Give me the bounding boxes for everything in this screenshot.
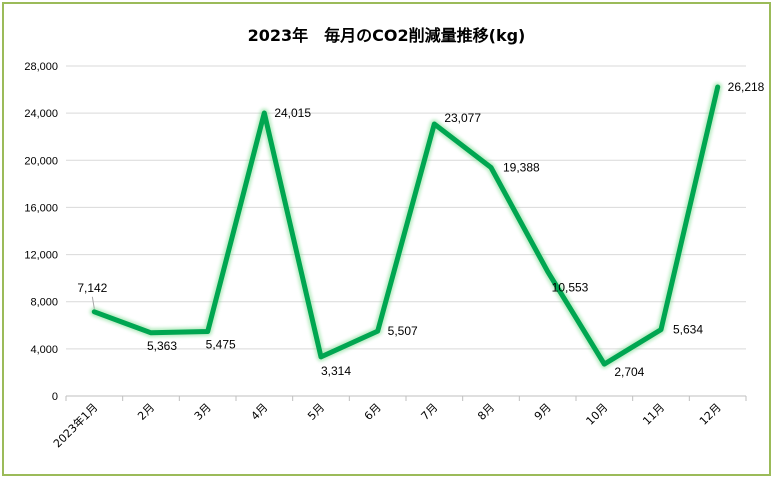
data-label: 5,475 — [206, 337, 236, 351]
x-tick-label: 9月 — [532, 401, 554, 423]
data-label: 5,363 — [147, 339, 177, 353]
y-tick-label: 12,000 — [24, 250, 58, 262]
data-point — [262, 110, 267, 116]
x-tick-label: 6月 — [362, 401, 384, 423]
y-tick-label: 28,000 — [24, 61, 58, 73]
data-point — [92, 309, 97, 315]
data-label: 26,218 — [728, 80, 765, 94]
x-tick-label: 11月 — [640, 401, 667, 428]
series-line — [89, 82, 723, 369]
x-tick-label: 8月 — [475, 401, 497, 423]
y-tick-label: 16,000 — [24, 202, 58, 214]
y-tick-label: 0 — [52, 391, 58, 403]
series-line-path — [91, 84, 721, 367]
data-point — [148, 330, 154, 335]
data-label: 10,553 — [552, 281, 589, 295]
data-label: 2,704 — [614, 365, 644, 379]
data-labels: 7,142 5,363 5,475 24,015 3,314 5,507 23,077 19,… — [77, 80, 764, 379]
data-point — [602, 361, 607, 367]
data-point — [658, 327, 664, 332]
data-label: 7,142 — [77, 281, 107, 295]
data-point — [318, 354, 324, 360]
y-tick-label: 20,000 — [24, 155, 58, 167]
y-tick-label: 4,000 — [30, 344, 58, 356]
data-point — [205, 329, 210, 334]
data-point — [715, 84, 720, 90]
data-point — [488, 165, 494, 170]
y-tick-label: 8,000 — [30, 297, 58, 309]
chart-frame: 2023年 毎月のCO2削減量推移(kg) — [2, 2, 771, 476]
data-label: 5,634 — [673, 323, 703, 337]
label-leader-line — [91, 296, 95, 309]
x-tick-label: 5月 — [305, 401, 327, 423]
x-tick-label: 2023年1月 — [50, 400, 100, 450]
gridlines — [66, 65, 746, 350]
x-tick-label: 12月 — [697, 401, 724, 428]
data-point — [432, 121, 437, 127]
data-point — [545, 269, 550, 274]
x-tick-label: 10月 — [584, 401, 611, 428]
y-tick-label: 24,000 — [24, 108, 58, 120]
data-label: 5,507 — [388, 324, 418, 338]
data-label: 19,388 — [503, 160, 540, 174]
data-label: 3,314 — [321, 364, 351, 378]
data-label: 23,077 — [444, 111, 481, 125]
x-tick-label: 4月 — [249, 401, 271, 423]
chart-title: 2023年 毎月のCO2削減量推移(kg) — [247, 26, 526, 45]
data-label: 24,015 — [274, 106, 311, 120]
x-tick-label: 2月 — [135, 401, 157, 423]
data-point — [375, 328, 380, 334]
axes: 0 4,000 8,000 12,000 16,000 20,000 24,000 28,00… — [24, 61, 747, 450]
x-tick-label: 7月 — [419, 401, 441, 423]
x-tick-label: 3月 — [192, 401, 214, 423]
